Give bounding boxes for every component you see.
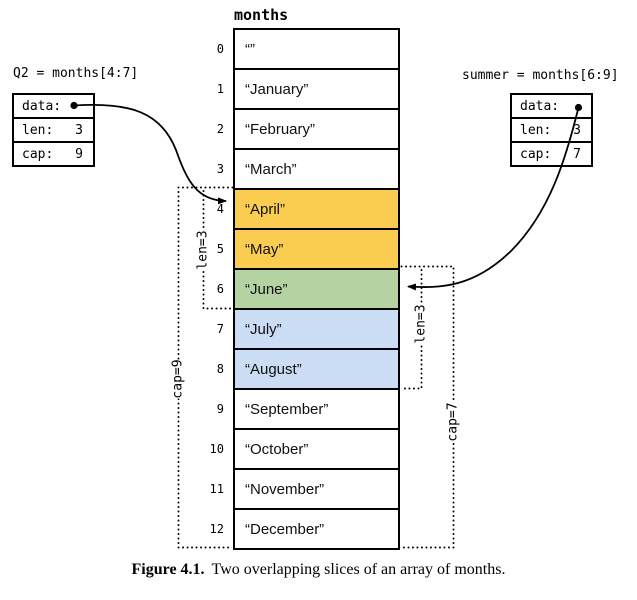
array-row: 12 “December” — [194, 508, 400, 550]
array-row: 4 “April” — [194, 188, 400, 230]
array-row: 11 “November” — [194, 468, 400, 510]
summer-len-value: 3 — [573, 122, 581, 138]
summer-cap-label: cap: — [520, 146, 552, 162]
summer-cap-value: 7 — [573, 146, 581, 162]
array-row: 9 “September” — [194, 388, 400, 430]
array-index: 2 — [216, 122, 224, 136]
array-index: 9 — [216, 402, 224, 416]
summer-slice-struct: data: len: 3 cap: 7 — [510, 93, 593, 167]
array-cell: “August” — [233, 348, 400, 390]
q2-slice-title: Q2 = months[4:7] — [13, 66, 139, 81]
array-cell: “March” — [233, 148, 400, 190]
array-row: 1 “January” — [194, 68, 400, 110]
summer-cap-field: cap: 7 — [512, 143, 591, 165]
array-cell: “April” — [233, 188, 400, 230]
array-cell: “June” — [233, 268, 400, 310]
array-index: 11 — [209, 482, 224, 496]
array-row: 0 “” — [194, 28, 400, 70]
q2-cap-label: cap: — [22, 146, 54, 162]
array-row: 10 “October” — [194, 428, 400, 470]
q2-len-bracket-label: len=3 — [192, 230, 214, 270]
q2-cap-value: 9 — [75, 146, 83, 162]
array-index: 3 — [216, 162, 224, 176]
array-index: 8 — [216, 362, 224, 376]
q2-len-label: len: — [22, 122, 54, 138]
q2-len-field: len: 3 — [14, 119, 93, 143]
summer-len-bracket-label: len=3 — [410, 304, 432, 344]
array-row: 8 “August” — [194, 348, 400, 390]
summer-len-field: len: 3 — [512, 119, 591, 143]
array-row: 5 “May” — [194, 228, 400, 270]
q2-data-label: data: — [22, 98, 62, 114]
array-cell: “” — [233, 28, 400, 70]
array-index: 10 — [209, 442, 224, 456]
array-cell: “January” — [233, 68, 400, 110]
q2-cap-field: cap: 9 — [14, 143, 93, 165]
summer-data-label: data: — [520, 98, 560, 114]
array-index: 12 — [209, 522, 224, 536]
array-row: 6 “June” — [194, 268, 400, 310]
array-index: 7 — [216, 322, 224, 336]
summer-cap-bracket-label: cap=7 — [442, 402, 464, 442]
array-index: 4 — [216, 202, 224, 216]
array-cell: “September” — [233, 388, 400, 430]
array-cell: “July” — [233, 308, 400, 350]
q2-data-field: data: — [14, 95, 93, 119]
figure-caption: Figure 4.1. Two overlapping slices of an … — [0, 561, 637, 579]
array-cell: “May” — [233, 228, 400, 270]
array-name-label: months — [234, 6, 289, 24]
summer-data-field: data: — [512, 95, 591, 119]
q2-len-value: 3 — [75, 122, 83, 138]
array-index: 1 — [216, 82, 224, 96]
q2-cap-bracket-label: cap=9 — [167, 359, 189, 399]
array-cell: “October” — [233, 428, 400, 470]
q2-slice-struct: data: len: 3 cap: 9 — [12, 93, 95, 167]
figure-caption-number: Figure 4.1. — [131, 561, 205, 578]
array-row: 7 “July” — [194, 308, 400, 350]
array-cell: “February” — [233, 108, 400, 150]
array-row: 2 “February” — [194, 108, 400, 150]
array-index: 0 — [216, 42, 224, 56]
summer-len-label: len: — [520, 122, 552, 138]
array-cell: “December” — [233, 508, 400, 550]
figure-caption-text: Two overlapping slices of an array of mo… — [211, 561, 506, 578]
summer-slice-title: summer = months[6:9] — [462, 68, 619, 83]
array-index: 6 — [216, 282, 224, 296]
array-row: 3 “March” — [194, 148, 400, 190]
array-cell: “November” — [233, 468, 400, 510]
months-array: 0 “” 1 “January” 2 “February” 3 “March” … — [194, 28, 400, 550]
